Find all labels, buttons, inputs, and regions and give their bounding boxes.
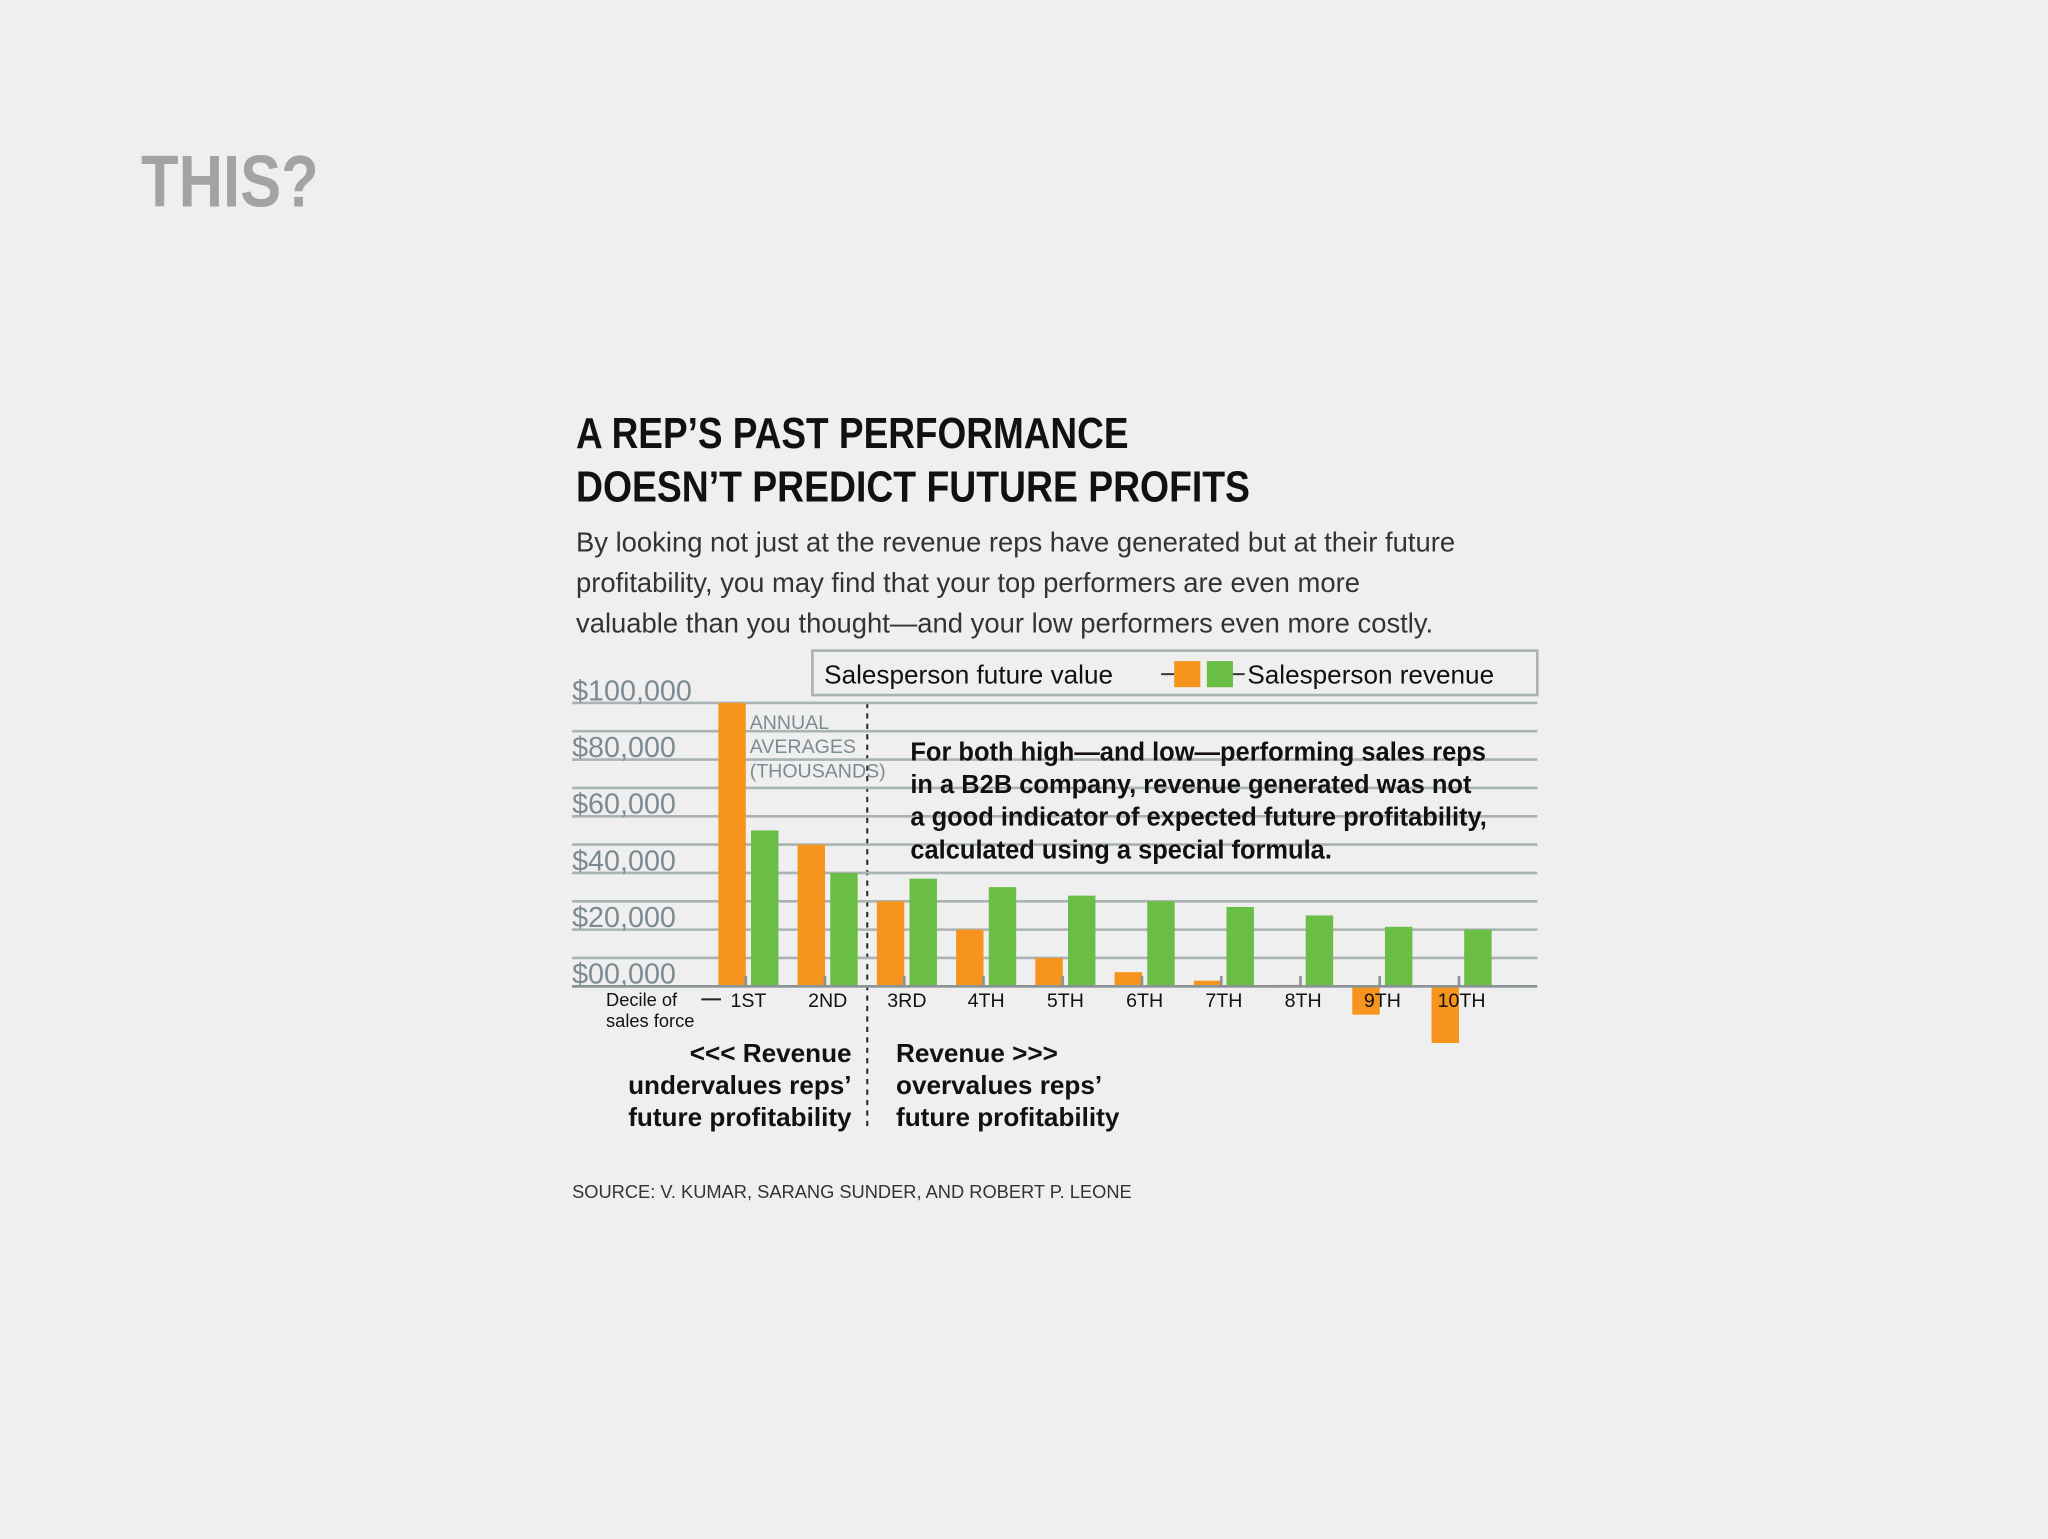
bar — [1035, 957, 1063, 987]
x-tick-label: 2ND — [808, 990, 847, 1012]
bar — [1147, 901, 1175, 987]
note: a good indicator of expected future prof… — [910, 804, 1486, 832]
y-tick-label: $100,000 — [572, 675, 692, 707]
right-note: future profitability — [896, 1102, 1120, 1132]
note: For both high—and low—performing sales r… — [910, 738, 1486, 766]
x-tick-label: 6TH — [1126, 990, 1163, 1012]
x-tick-label: 10TH — [1438, 990, 1486, 1012]
bar — [830, 872, 858, 987]
legend-label: Salesperson future value — [824, 659, 1113, 689]
legend-swatch — [1174, 661, 1201, 688]
left-note: future profitability — [628, 1102, 852, 1132]
bar — [1114, 972, 1143, 987]
x-tick-label: 8TH — [1285, 990, 1322, 1012]
bar — [751, 830, 779, 987]
source: SOURCE: V. KUMAR, SARANG SUNDER, AND ROB… — [572, 1181, 1132, 1202]
x-tick-label: 5TH — [1047, 990, 1084, 1012]
right-note: overvalues reps’ — [896, 1070, 1102, 1100]
x-tick-label: 1ST — [730, 990, 766, 1012]
bar — [1067, 895, 1096, 987]
annotation: (THOUSANDS) — [750, 760, 886, 782]
bar — [1352, 986, 1380, 1015]
note: calculated using a special formula. — [910, 836, 1332, 864]
legend-label: Salesperson revenue — [1247, 659, 1494, 689]
y-tick-label: $20,000 — [572, 902, 676, 934]
subtitle: By looking not just at the revenue reps … — [576, 526, 1455, 557]
chart-title: A REP’S PAST PERFORMANCE — [576, 410, 1128, 458]
header: THIS? — [141, 142, 319, 223]
subtitle: valuable than you thought—and your low p… — [576, 607, 1433, 638]
bar — [909, 878, 937, 987]
bar — [1431, 986, 1459, 1044]
bar — [1384, 926, 1413, 987]
bar — [718, 702, 746, 987]
bar — [876, 901, 905, 987]
right-note: Revenue >>> — [896, 1038, 1058, 1068]
y-tick-label: $40,000 — [572, 845, 676, 877]
x-axis-label: Decile of — [606, 989, 678, 1010]
note: in a B2B company, revenue generated was … — [910, 771, 1472, 799]
legend-box — [811, 649, 1539, 697]
left-note: <<< Revenue — [690, 1038, 852, 1068]
x-tick-label: 7TH — [1205, 990, 1242, 1012]
x-tick-label: 4TH — [968, 990, 1005, 1012]
chart-title: DOESN’T PREDICT FUTURE PROFITS — [576, 464, 1250, 512]
bar — [988, 887, 1017, 987]
x-tick-label: 9TH — [1364, 990, 1401, 1012]
legend-swatch — [1206, 661, 1233, 688]
bar — [1193, 980, 1222, 987]
bar — [956, 929, 984, 987]
bar — [1305, 915, 1334, 987]
bar — [797, 844, 826, 987]
annotation: ANNUAL — [750, 712, 830, 734]
y-tick-label: $60,000 — [572, 789, 676, 821]
bar — [1464, 929, 1492, 987]
left-note: undervalues reps’ — [628, 1070, 851, 1100]
y-tick-label: $80,000 — [572, 732, 676, 764]
bar — [1226, 906, 1254, 987]
annotation: AVERAGES — [750, 736, 856, 758]
x-tick-label: 3RD — [887, 990, 926, 1012]
subtitle: profitability, you may find that your to… — [576, 567, 1360, 598]
x-axis-label: sales force — [606, 1010, 694, 1031]
